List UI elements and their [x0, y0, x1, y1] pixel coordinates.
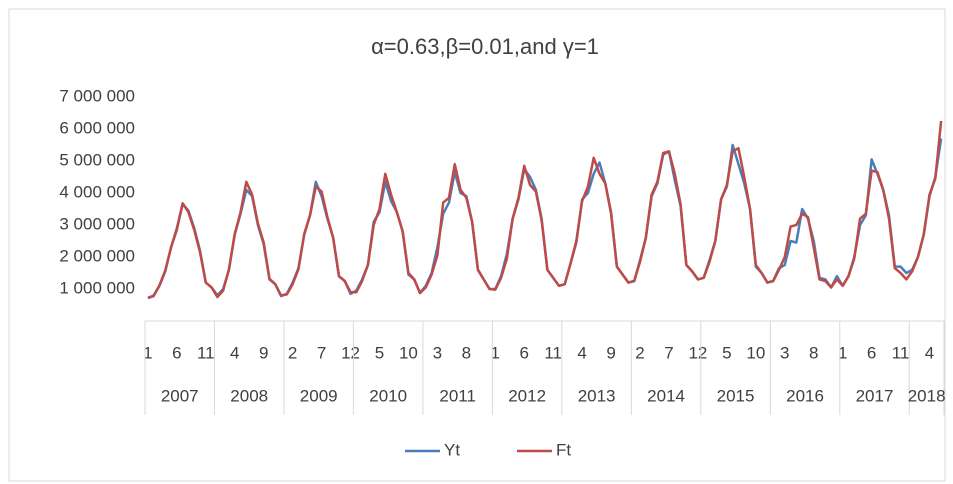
x-tick-label: 8 — [462, 343, 471, 362]
x-tick-label: 6 — [867, 343, 876, 362]
year-label: 2009 — [300, 386, 338, 405]
y-tick-label: 7 000 000 — [59, 86, 135, 105]
year-label: 2007 — [161, 386, 199, 405]
legend-label: Ft — [556, 440, 571, 459]
y-tick-label: 4 000 000 — [59, 182, 135, 201]
y-tick-label: 5 000 000 — [59, 150, 135, 169]
year-label: 2018 — [908, 386, 946, 405]
x-tick-label: 4 — [925, 343, 934, 362]
x-tick-label: 10 — [746, 343, 765, 362]
x-tick-label: 12 — [688, 343, 707, 362]
x-tick-label: 8 — [809, 343, 818, 362]
x-tick-label: 9 — [259, 343, 268, 362]
x-tick-label: 3 — [433, 343, 442, 362]
x-tick-label: 4 — [577, 343, 586, 362]
year-label: 2014 — [647, 386, 685, 405]
year-label: 2008 — [230, 386, 268, 405]
x-tick-label: 7 — [317, 343, 326, 362]
x-tick-label: 11 — [544, 343, 562, 362]
x-tick-label: 9 — [606, 343, 615, 362]
x-tick-label: 6 — [172, 343, 181, 362]
x-tick-label: 5 — [722, 343, 731, 362]
y-tick-label: 1 000 000 — [59, 278, 135, 297]
y-tick-label: 3 000 000 — [59, 214, 135, 233]
x-tick-label: 3 — [780, 343, 789, 362]
year-label: 2017 — [856, 386, 894, 405]
x-tick-label: 4 — [230, 343, 239, 362]
x-tick-label: 12 — [341, 343, 360, 362]
x-tick-label: 6 — [520, 343, 529, 362]
x-tick-label: 11 — [892, 343, 910, 362]
x-tick-label: 7 — [664, 343, 673, 362]
x-tick-label: 2 — [288, 343, 297, 362]
chart-border — [8, 8, 946, 482]
legend-label: Yt — [444, 440, 460, 459]
x-tick-label: 1 — [491, 343, 500, 362]
y-tick-label: 6 000 000 — [59, 118, 135, 137]
series-line — [147, 120, 943, 300]
year-label: 2015 — [717, 386, 755, 405]
year-label: 2016 — [786, 386, 824, 405]
year-label: 2012 — [508, 386, 546, 405]
x-tick-label: 1 — [838, 343, 847, 362]
year-label: 2013 — [578, 386, 616, 405]
chart-title: α=0.63,β=0.01,and γ=1 — [371, 34, 599, 59]
x-tick-label: 5 — [375, 343, 384, 362]
x-tick-label: 1 — [143, 343, 152, 362]
year-label: 2010 — [369, 386, 407, 405]
year-label: 2011 — [439, 386, 476, 405]
x-tick-label: 10 — [399, 343, 418, 362]
x-tick-label: 2 — [635, 343, 644, 362]
x-tick-label: 11 — [197, 343, 215, 362]
y-tick-label: 2 000 000 — [59, 246, 135, 265]
